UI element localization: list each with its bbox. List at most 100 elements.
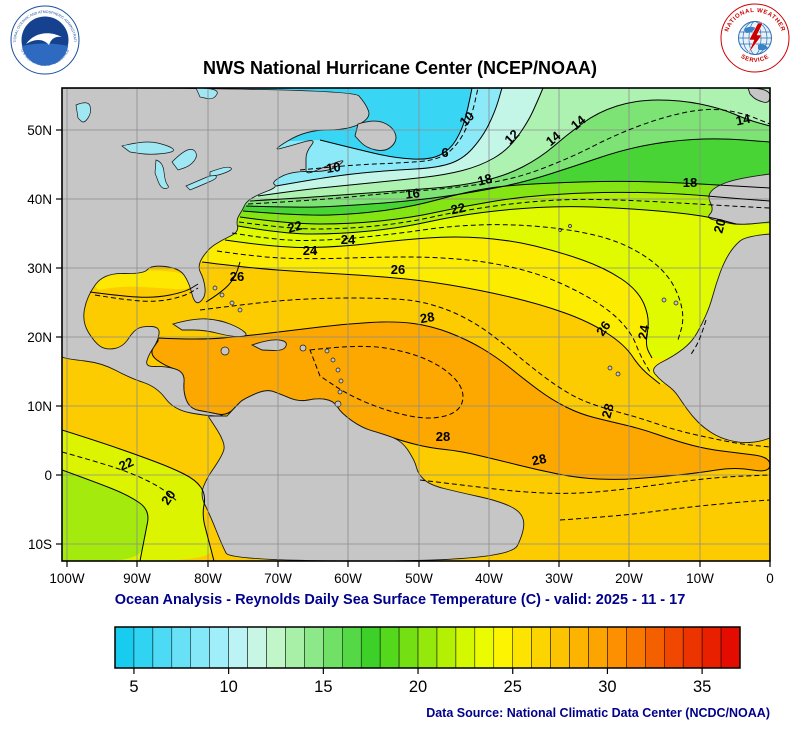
contour-label: 26 (593, 318, 614, 338)
colorbar-tick-label: 25 (504, 678, 522, 696)
isotherm-14 (249, 99, 770, 202)
isotherm-16 (245, 138, 770, 208)
colorbar-segment (569, 626, 589, 669)
isotherm-24 (224, 236, 653, 359)
plot-border (61, 87, 771, 562)
colorbar-tick-label: 10 (219, 678, 237, 696)
colorbar-segment (607, 626, 627, 669)
contour-label: 14 (734, 111, 752, 129)
x-tick-label: 30W (545, 571, 573, 586)
land-africa (653, 233, 770, 444)
y-tick-label: 40N (27, 192, 52, 207)
graticule (62, 88, 770, 561)
contour-dash-27 (199, 297, 770, 448)
x-tick-label: 0 (766, 571, 774, 586)
colorbar-segment (114, 626, 135, 669)
contour-label: 22 (449, 200, 466, 218)
island (313, 250, 317, 254)
colorbar-segment (247, 626, 267, 669)
colorbar-segment (663, 626, 684, 669)
island (661, 297, 667, 303)
contour-label: 20 (158, 487, 179, 507)
map-caption: Ocean Analysis - Reynolds Daily Sea Surf… (114, 592, 686, 608)
x-tick-label: 100W (49, 571, 85, 586)
nws-logo: NATIONAL WEATHER SERVICE (720, 3, 790, 73)
contour-equatorial-dashed (419, 474, 770, 494)
isotherm-26 (201, 261, 661, 385)
colorbar-segment (152, 626, 173, 669)
data-source-text: Data Source: National Climatic Data Cent… (426, 706, 770, 720)
contour-label: 28 (599, 402, 617, 420)
contour-dash-23 (231, 224, 684, 341)
colorbar-segment (588, 626, 608, 669)
noaa-logo: NATIONAL OCEANIC AND ATMOSPHERIC ADMINIS… (10, 5, 80, 75)
contour-label: 24 (341, 232, 356, 247)
colorbar-segment (133, 626, 154, 669)
colorbar-segment (682, 626, 703, 669)
colorbar-segment (171, 626, 192, 669)
lake (209, 166, 232, 177)
axes: 100W 90W 80W 70W 60W 50W 40W 30W 20W 10W 0 50N 40N 30… (27, 123, 774, 586)
lake (121, 141, 174, 155)
contour-label: 28 (436, 429, 450, 444)
island (219, 292, 225, 298)
contour-dash-25 (216, 250, 651, 373)
contour-gulf-dashed (94, 287, 199, 302)
contour-label: 22 (286, 218, 304, 236)
colorbar-segment (398, 626, 419, 669)
island (568, 224, 572, 228)
colorbar-segment (417, 626, 438, 669)
isotherm-20 (239, 191, 770, 225)
land-newfoundland (354, 120, 397, 151)
colorbar-segment (323, 626, 343, 669)
island (229, 300, 235, 306)
x-tick-label: 50W (405, 571, 433, 586)
island (334, 400, 342, 408)
land-cuba (171, 318, 247, 338)
colorbar-tick-label: 5 (129, 678, 138, 696)
contour-dash-8 (299, 88, 479, 171)
contour-label: 16 (405, 185, 421, 201)
island (237, 307, 243, 313)
x-tick-label: 10W (686, 571, 714, 586)
colorbar-segment (342, 626, 362, 669)
colorbar-segment (190, 626, 210, 669)
land-south-america (201, 390, 525, 561)
x-tick-label: 90W (123, 571, 151, 586)
contour-pacific-inner-edge (62, 469, 149, 561)
contour-label: 24 (303, 243, 318, 258)
nws-ring-text-bottom: SERVICE (740, 54, 771, 64)
colorbar-segment (360, 626, 381, 669)
land-north-america (62, 88, 370, 417)
nws-lightning-icon (747, 22, 764, 55)
contour-label: 10 (325, 159, 341, 176)
isotherm-10 (275, 88, 503, 187)
island (299, 344, 307, 352)
colorbar-segment (228, 626, 248, 669)
y-tick-label: 20N (27, 330, 52, 345)
colorbar-segment (285, 626, 305, 669)
colorbar-segment (379, 626, 400, 669)
contour-label: 18 (683, 175, 697, 190)
colorbar-tick-label: 15 (314, 678, 332, 696)
contour-label: 26 (230, 269, 244, 284)
contour-pacific-dashed (62, 451, 179, 503)
contour-dash-15 (247, 108, 770, 205)
colorbar-segment (436, 626, 457, 669)
isotherm-12 (257, 88, 544, 197)
contour-label: 24 (635, 323, 652, 341)
colorbar-tick-label: 20 (409, 678, 427, 696)
contour-warm-core-dashed (309, 345, 464, 419)
island (335, 367, 341, 373)
land-layer (62, 88, 770, 561)
colorbar-tick-label: 30 (598, 678, 616, 696)
y-tick-label: 30N (27, 261, 52, 276)
noaa-emblem-ocean (21, 43, 69, 66)
island (607, 365, 613, 371)
noaa-seagull-icon (26, 33, 62, 45)
island (615, 371, 621, 377)
